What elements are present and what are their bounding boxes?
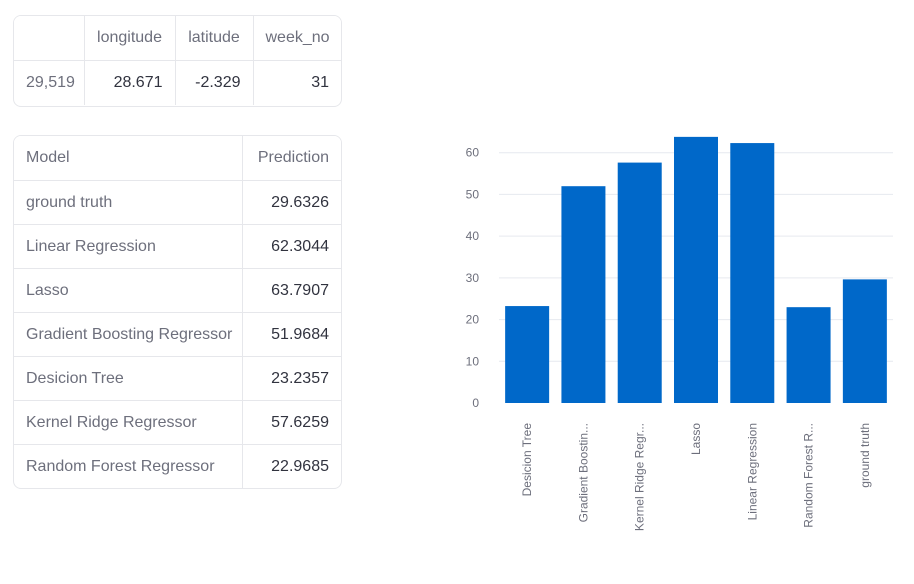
model-cell[interactable]: Linear Regression [14, 224, 243, 269]
prediction-cell[interactable]: 63.7907 [242, 268, 341, 313]
x-tick-label: Linear Regression [745, 423, 759, 520]
bar[interactable] [674, 136, 718, 403]
prediction-cell[interactable]: 57.6259 [242, 400, 341, 445]
bar[interactable] [505, 306, 550, 403]
input-row: 29,519 28.671 -2.329 31 [14, 60, 341, 105]
prediction-cell[interactable]: 51.9684 [242, 312, 341, 357]
model-cell[interactable]: Gradient Boosting Regressor [14, 312, 243, 357]
y-tick-label: 0 [472, 396, 479, 410]
bar[interactable] [561, 186, 606, 403]
y-tick-label: 50 [466, 187, 480, 201]
x-tick-label: Random Forest R... [802, 423, 816, 528]
table-row: Lasso 63.7907 [14, 268, 341, 313]
y-tick-label: 40 [466, 229, 480, 243]
prediction-cell[interactable]: 62.3044 [242, 224, 341, 269]
model-cell[interactable]: ground truth [14, 180, 243, 225]
bar[interactable] [730, 143, 775, 403]
table-row: Linear Regression 62.3044 [14, 224, 341, 269]
table-row: Gradient Boosting Regressor 51.9684 [14, 312, 341, 357]
model-cell[interactable]: Lasso [14, 268, 243, 313]
week-no-cell[interactable]: 31 [311, 74, 329, 91]
model-cell[interactable]: Random Forest Regressor [14, 444, 243, 488]
bar[interactable] [617, 162, 662, 403]
x-tick-label: ground truth [858, 423, 872, 488]
table-row: Desicion Tree 23.2357 [14, 356, 341, 401]
model-header[interactable]: Model [14, 136, 243, 181]
model-cell[interactable]: Kernel Ridge Regressor [14, 400, 243, 445]
row-index: 29,519 [14, 60, 85, 105]
model-cell[interactable]: Desicion Tree [14, 356, 243, 401]
longitude-cell[interactable]: 28.671 [84, 60, 176, 105]
y-tick-label: 30 [466, 271, 480, 285]
input-header-row: longitude latitude week_no [14, 16, 341, 61]
prediction-dataframe[interactable]: Model Prediction ground truth 29.6326 Li… [13, 135, 342, 489]
y-tick-label: 60 [466, 146, 480, 160]
x-tick-label: Kernel Ridge Regr... [633, 423, 647, 531]
x-tick-label: Desicion Tree [520, 423, 534, 497]
longitude-header[interactable]: longitude [84, 16, 176, 61]
bar[interactable] [786, 307, 831, 403]
prediction-bar-chart: 0 10 20 30 40 50 60 Desicion Tree Gradient Boost… [466, 136, 893, 531]
prediction-cell[interactable]: 22.9685 [271, 457, 329, 475]
y-tick-label: 20 [466, 313, 480, 327]
table-row: ground truth 29.6326 [14, 180, 341, 225]
prediction-cell[interactable]: 23.2357 [242, 356, 341, 401]
latitude-header[interactable]: latitude [175, 16, 254, 61]
bar[interactable] [842, 279, 887, 403]
latitude-cell[interactable]: -2.329 [175, 60, 254, 105]
table-row: Random Forest Regressor 22.9685 [14, 444, 341, 488]
x-tick-label: Gradient Boostin... [576, 423, 590, 522]
index-header [14, 16, 85, 61]
x-tick-label: Lasso [689, 423, 703, 455]
y-tick-label: 10 [466, 354, 480, 368]
prediction-header[interactable]: Prediction [242, 136, 341, 181]
input-dataframe[interactable]: longitude latitude week_no 29,519 28.671… [13, 15, 342, 107]
prediction-cell[interactable]: 29.6326 [242, 180, 341, 225]
table-row: Kernel Ridge Regressor 57.6259 [14, 400, 341, 445]
prediction-header-row: Model Prediction [14, 136, 341, 181]
week-no-header[interactable]: week_no [253, 16, 341, 61]
